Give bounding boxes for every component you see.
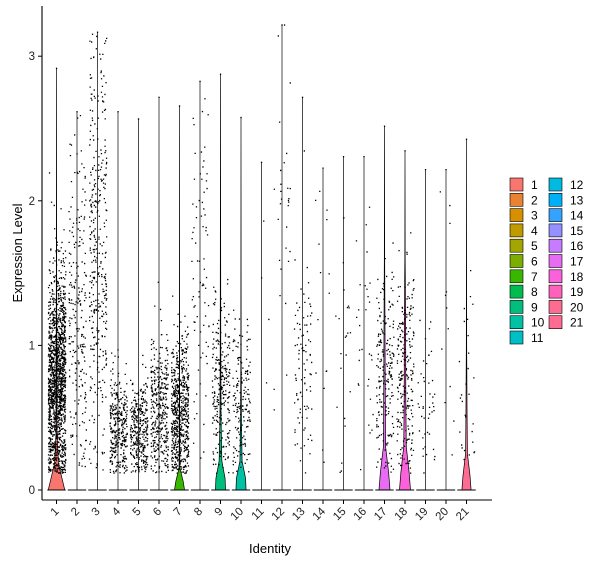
- legend-label-9: 9: [531, 300, 538, 314]
- points-6: [150, 96, 169, 474]
- points-7: [170, 105, 190, 474]
- legend-swatch-14: [548, 208, 563, 222]
- y-tick-label: 3: [29, 51, 35, 63]
- violin-9: [215, 73, 226, 491]
- legend-label-4: 4: [531, 224, 538, 238]
- violin-7: [174, 105, 185, 491]
- y-tick-label: 2: [29, 196, 35, 208]
- points-8: [191, 80, 210, 459]
- legend-label-14: 14: [570, 209, 584, 223]
- legend-label-3: 3: [531, 209, 538, 223]
- legend-label-17: 17: [570, 255, 584, 269]
- y-tick-label: 1: [29, 340, 35, 352]
- legend-label-15: 15: [570, 224, 584, 238]
- legend-swatch-15: [548, 223, 563, 238]
- x-tick-label-12: 12: [270, 506, 288, 524]
- legend-label-21: 21: [570, 316, 584, 330]
- x-tick-label-10: 10: [229, 506, 247, 524]
- legend-swatch-20: [548, 300, 563, 314]
- legend-swatch-16: [548, 238, 563, 253]
- violins-layer: [47, 24, 476, 491]
- x-tick-label-19: 19: [413, 506, 431, 524]
- legend-swatch-3: [509, 208, 524, 222]
- legend-swatch-5: [509, 238, 524, 253]
- violin-18: [399, 150, 411, 491]
- legend-label-11: 11: [531, 331, 544, 345]
- legend-label-5: 5: [531, 239, 538, 253]
- legend-swatch-9: [509, 300, 524, 314]
- x-tick-label-17: 17: [372, 506, 390, 524]
- x-ticks: 1 2 3 4 5 6 7 8 9 10 11 12 13 14 15 16 17 18 19 20 21: [49, 500, 472, 523]
- x-tick-label-9: 9: [213, 506, 226, 519]
- points-14: [315, 167, 330, 463]
- jitter-points-layer: [47, 24, 476, 474]
- x-axis-title: Identity: [249, 541, 291, 556]
- points-5: [129, 118, 149, 473]
- x-tick-label-21: 21: [454, 506, 472, 524]
- legend-label-13: 13: [570, 193, 584, 207]
- points-20: [439, 169, 455, 456]
- legend-swatch-7: [509, 269, 524, 284]
- points-2: [68, 111, 87, 468]
- legend-swatch-21: [548, 315, 563, 330]
- legend-label-6: 6: [531, 255, 538, 269]
- violin-17: [378, 125, 391, 491]
- y-axis-title: Expression Level: [10, 203, 25, 302]
- legend-label-16: 16: [570, 239, 584, 253]
- legend-label-18: 18: [570, 270, 584, 284]
- points-18: [396, 150, 415, 474]
- legend-swatch-2: [509, 193, 524, 207]
- legend-label-19: 19: [570, 285, 584, 299]
- x-tick-label-20: 20: [434, 506, 452, 524]
- points-3: [88, 31, 108, 471]
- violin-21: [461, 138, 472, 491]
- x-tick-label-18: 18: [393, 506, 411, 524]
- x-tick-label-15: 15: [331, 506, 349, 524]
- x-tick-label-5: 5: [131, 506, 144, 519]
- legend-swatch-18: [548, 269, 563, 284]
- legend-label-12: 12: [570, 178, 584, 192]
- points-19: [417, 169, 436, 474]
- legend-swatch-10: [509, 315, 524, 330]
- legend-swatch-1: [509, 177, 524, 192]
- x-tick-label-4: 4: [110, 505, 123, 518]
- legend-label-2: 2: [531, 193, 538, 207]
- legend-swatch-13: [548, 193, 563, 207]
- x-tick-label-16: 16: [352, 506, 370, 524]
- legend-label-1: 1: [531, 178, 538, 192]
- legend-swatch-17: [548, 254, 563, 268]
- legend-swatch-11: [509, 330, 524, 345]
- legend-swatch-12: [548, 177, 563, 192]
- legend-label-8: 8: [531, 285, 538, 299]
- x-tick-label-7: 7: [172, 506, 185, 519]
- points-16: [355, 156, 374, 471]
- x-tick-label-8: 8: [192, 506, 205, 519]
- points-9: [211, 73, 231, 474]
- x-tick-label-11: 11: [250, 506, 267, 523]
- points-13: [293, 96, 313, 474]
- legend-label-7: 7: [531, 270, 538, 284]
- points-11: [260, 161, 270, 384]
- y-ticks: 0 1 2 3: [29, 51, 42, 497]
- y-tick-label: 0: [29, 485, 35, 497]
- legend-label-10: 10: [531, 316, 545, 330]
- legend-swatch-6: [509, 254, 524, 268]
- legend-swatch-19: [548, 284, 563, 299]
- legend-swatch-8: [509, 284, 524, 299]
- x-tick-label-3: 3: [90, 506, 103, 519]
- points-4: [109, 111, 128, 474]
- legend-label-20: 20: [570, 300, 584, 314]
- x-tick-label-2: 2: [69, 506, 82, 519]
- violin-10: [235, 116, 247, 491]
- x-tick-label-1: 1: [49, 506, 62, 519]
- x-tick-label-14: 14: [311, 505, 329, 523]
- x-tick-label-13: 13: [290, 506, 308, 524]
- points-1: [47, 67, 67, 474]
- points-17: [376, 125, 395, 473]
- legend-swatch-4: [509, 223, 524, 238]
- x-tick-label-6: 6: [151, 506, 164, 519]
